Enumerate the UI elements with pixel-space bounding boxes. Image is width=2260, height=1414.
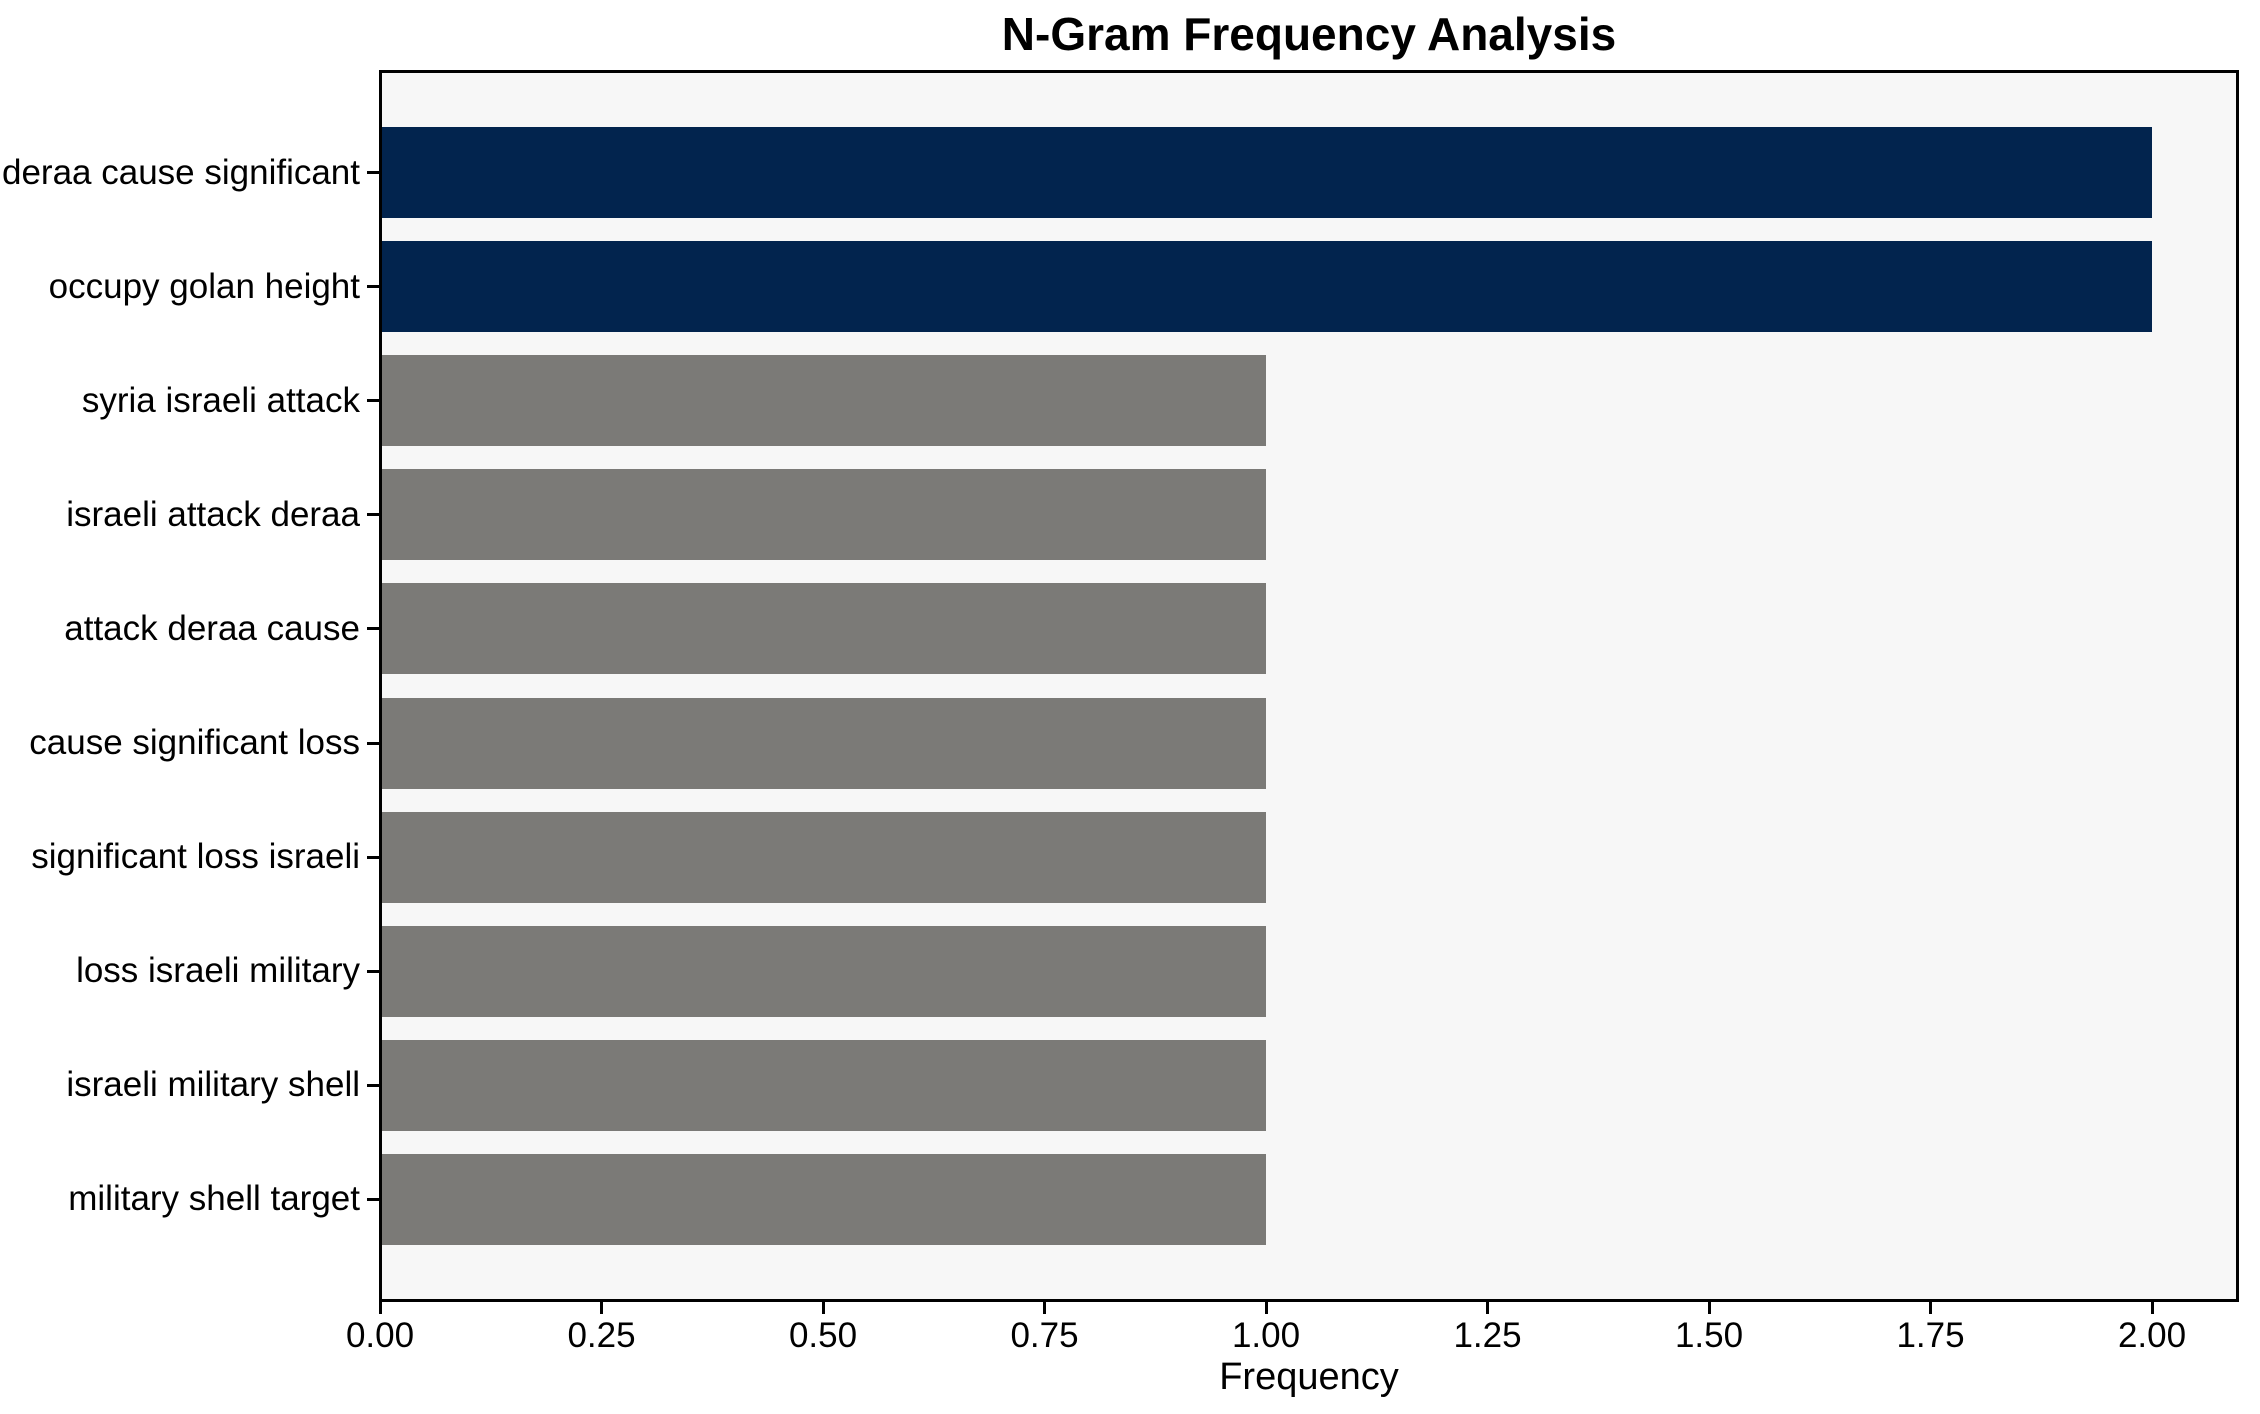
bar-israeli-military-shell: [380, 1039, 1266, 1131]
y-tick-mark: [367, 1197, 380, 1201]
y-tick-mark: [367, 285, 380, 289]
x-tick-mark: [2150, 1301, 2154, 1314]
x-tick-label: 1.25: [1453, 1316, 1522, 1355]
x-tick-mark: [821, 1301, 825, 1314]
x-tick-label: 0.00: [345, 1316, 415, 1355]
x-tick-mark: [600, 1301, 603, 1314]
y-tick-mark: [367, 399, 380, 403]
y-tick-mark: [367, 627, 380, 631]
bar-israeli-attack-deraa: [380, 469, 1266, 561]
x-tick-mark: [1707, 1301, 1711, 1314]
x-tick-label: 1.50: [1674, 1316, 1744, 1355]
y-tick-mark: [367, 1083, 380, 1087]
bars-layer: [380, 71, 2238, 1301]
bar-cause-significant-loss: [380, 697, 1266, 789]
y-tick-label: significant loss israeli: [31, 837, 360, 877]
y-tick-label: israeli military shell: [66, 1065, 360, 1105]
x-tick-label: 1.00: [1231, 1316, 1301, 1355]
y-tick-mark: [367, 171, 380, 175]
bar-occupy-golan-height: [380, 241, 2152, 333]
bar-syria-israeli-attack: [380, 355, 1266, 447]
y-tick-mark: [367, 741, 380, 745]
bar-significant-loss-israeli: [380, 811, 1266, 903]
x-axis-label: Frequency: [1219, 1356, 1399, 1398]
x-tick-label: 0.50: [788, 1316, 858, 1355]
x-tick-label: 1.75: [1896, 1316, 1965, 1355]
chart-title: N-Gram Frequency Analysis: [1001, 8, 1617, 60]
bar-deraa-cause-significant: [380, 127, 2152, 219]
y-tick-mark: [367, 969, 380, 973]
y-tick-mark: [367, 513, 380, 517]
bar-attack-deraa-cause: [380, 583, 1266, 675]
y-tick-label: syria israeli attack: [81, 380, 360, 420]
y-tick-label: military shell target: [68, 1179, 360, 1219]
x-tick-mark: [1929, 1301, 1932, 1314]
x-tick-label: 0.25: [567, 1316, 636, 1355]
x-tick-mark: [1043, 1301, 1046, 1314]
y-tick-label: cause significant loss: [29, 723, 360, 763]
x-tick-mark: [378, 1301, 382, 1314]
y-tick-mark: [367, 855, 380, 859]
y-tick-label: occupy golan height: [48, 266, 360, 306]
y-tick-label: deraa cause significant: [2, 152, 360, 192]
x-tick-mark: [1264, 1301, 1268, 1314]
x-tick-label: 2.00: [2117, 1316, 2187, 1355]
y-tick-label: loss israeli military: [76, 951, 360, 991]
y-tick-label: attack deraa cause: [64, 608, 360, 648]
y-tick-label: israeli attack deraa: [66, 494, 360, 534]
x-tick-label: 0.75: [1010, 1316, 1079, 1355]
x-tick-mark: [1486, 1301, 1489, 1314]
bar-military-shell-target: [380, 1153, 1266, 1245]
bar-loss-israeli-military: [380, 925, 1266, 1017]
